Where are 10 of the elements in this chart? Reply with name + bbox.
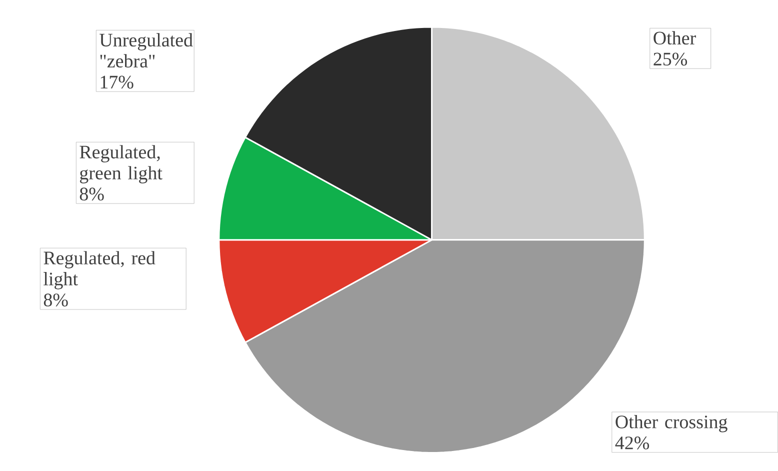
- data-label: 8%: [80, 188, 104, 201]
- slice-label: Unregulated "zebra": [100, 33, 193, 68]
- data-label: 17%: [100, 76, 134, 89]
- slice-label: Regulated, red light: [44, 251, 156, 290]
- data-label: 42%: [615, 436, 650, 450]
- data-label: 25%: [654, 52, 688, 66]
- slice-label: Regulated, green light: [80, 145, 162, 184]
- slice-label: Other: [654, 31, 696, 45]
- data-label: 8%: [44, 294, 68, 307]
- slice-label: Other crossing: [616, 415, 728, 432]
